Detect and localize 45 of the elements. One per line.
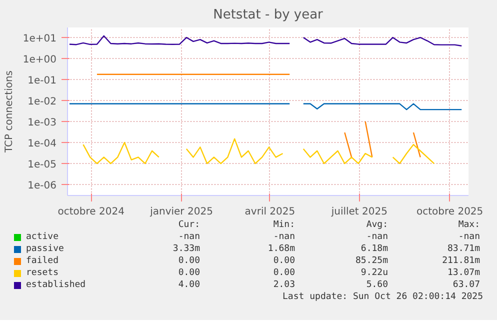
text: 6.18m [360,244,388,255]
legend-label: passive [26,244,64,255]
x-tick-label: octobre 2024 [58,206,124,218]
text: 2.03 [272,280,295,291]
x-tick-label: janvier 2025 [149,206,213,218]
text: 1.68m [266,244,295,255]
legend-label: resets [26,268,59,279]
y-tick-label: 1e-03 [28,118,57,129]
text: Min: [272,220,295,231]
y-axis-title: TCP connections [4,70,15,154]
legend-label: active [26,232,59,243]
y-tick-label: 1e-02 [28,96,57,108]
y-tick-label: 1e-04 [28,138,57,150]
text: -nan [272,232,295,243]
text: 3.33m [172,244,200,255]
y-tick-label: 1e+00 [22,54,57,66]
text: 0.00 [272,268,295,279]
text: 9.22u [360,268,388,279]
text: 0.00 [272,256,295,267]
x-tick-label: avril 2025 [244,206,296,218]
y-tick-label: 1e-06 [28,180,57,192]
text: 83.71m [446,244,480,255]
y-tick-label: 1e-01 [28,76,57,87]
text: -nan [457,232,480,243]
text: 0.00 [177,256,200,267]
text: -nan [177,232,200,243]
text: 63.07 [452,280,480,291]
chart-title: Netstat - by year [213,8,324,22]
x-tick-label: octobre 2025 [416,206,484,218]
y-tick-label: 1e+01 [22,34,57,45]
text: 13.07m [446,268,480,279]
text: Cur: [177,220,200,231]
text: Avg: [365,220,388,231]
text: 5.60 [365,280,388,291]
legend-label: failed [26,256,59,267]
text: Last update: Sun Oct 26 02:00:14 2025 [282,292,483,303]
x-tick-label: juillet 2025 [330,206,388,218]
text: 211.81m [441,256,480,267]
text: 85.25m [354,256,388,267]
text: Max: [457,220,480,231]
y-tick-label: 1e-05 [28,160,57,171]
text: 0.00 [177,268,200,279]
text: 4.00 [177,280,200,291]
text: -nan [365,232,388,243]
legend-label: established [26,280,86,291]
